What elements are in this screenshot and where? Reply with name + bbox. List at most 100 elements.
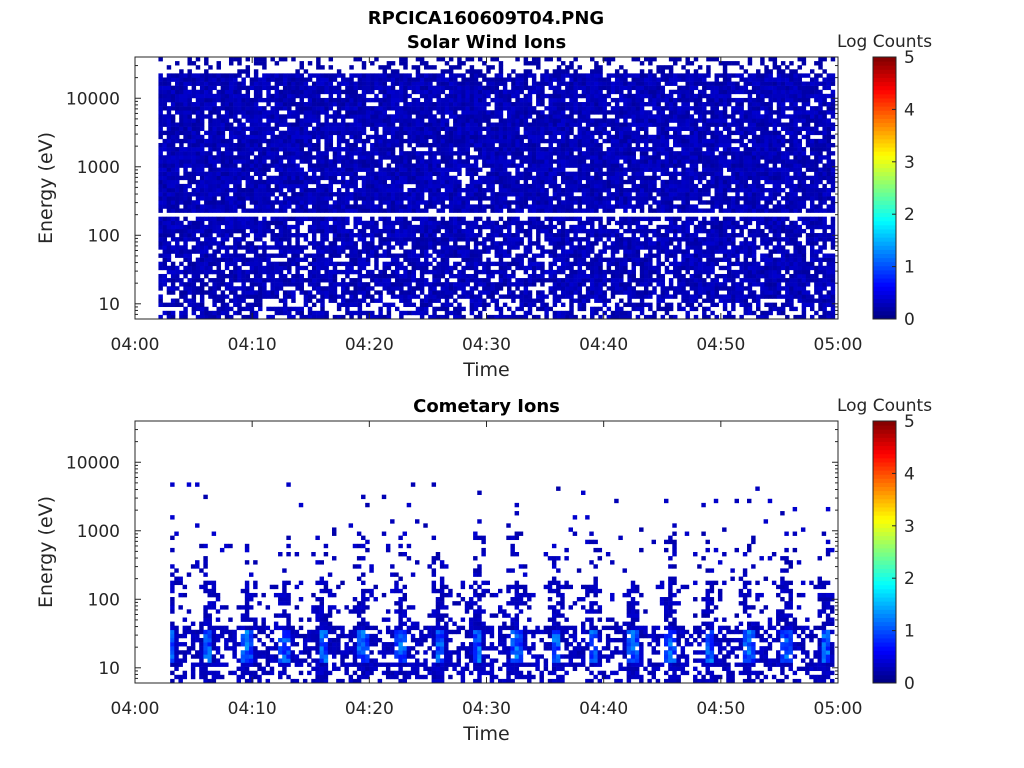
- spectrogram-cell: [336, 102, 342, 107]
- spectrogram-cell: [419, 224, 425, 230]
- spectrogram-cell: [212, 290, 217, 295]
- spectrogram-cell: [498, 159, 504, 164]
- spectrogram-cell: [270, 192, 275, 197]
- spectrogram-cell: [519, 204, 524, 209]
- spectrogram-cell: [336, 306, 342, 312]
- spectrogram-cell: [332, 298, 338, 303]
- spectrogram-cell: [394, 183, 400, 189]
- spectrogram-cell: [316, 118, 321, 123]
- spectrogram-cell: [440, 314, 446, 320]
- spectrogram-cell: [332, 208, 338, 213]
- spectrogram-cell: [328, 167, 334, 172]
- spectrogram-cell: [482, 97, 487, 103]
- spectrogram-cell: [204, 241, 209, 246]
- spectrogram-cell: [262, 200, 267, 205]
- spectrogram-cell: [199, 290, 205, 295]
- spectrogram-cell: [548, 175, 553, 181]
- spectrogram-cell: [374, 273, 379, 279]
- spectrogram-cell: [237, 85, 242, 91]
- spectrogram-cell: [428, 167, 433, 172]
- spectrogram-cell: [569, 302, 574, 308]
- spectrogram-cell: [502, 175, 508, 181]
- spectrogram-cell: [287, 265, 292, 271]
- spectrogram-cell: [515, 204, 520, 209]
- spectrogram-cell: [353, 159, 358, 164]
- spectrogram-cell: [199, 97, 205, 103]
- spectrogram-cell: [353, 147, 358, 152]
- spectrogram-cell: [183, 122, 188, 127]
- spectrogram-cell: [565, 273, 570, 279]
- spectrogram-cell: [453, 89, 458, 95]
- spectrogram-cell: [237, 253, 242, 258]
- spectrogram-cell: [411, 257, 417, 262]
- spectrogram-cell: [461, 216, 466, 222]
- spectrogram-cell: [249, 142, 255, 148]
- spectrogram-cell: [237, 155, 242, 160]
- spectrogram-cell: [432, 216, 437, 222]
- spectrogram-cell: [258, 97, 263, 103]
- spectrogram-cell: [440, 192, 446, 197]
- spectrogram-cell: [465, 134, 470, 140]
- spectrogram-cell: [374, 257, 379, 262]
- spectrogram-cell: [552, 233, 558, 238]
- spectrogram-cell: [440, 269, 446, 275]
- spectrogram-cell: [266, 97, 271, 103]
- spectrogram-cell: [507, 138, 512, 144]
- spectrogram-cell: [365, 175, 371, 181]
- spectrogram-cell: [419, 73, 425, 78]
- spectrogram-cell: [249, 77, 255, 82]
- spectrogram-cell: [560, 93, 566, 99]
- spectrogram-cell: [465, 69, 470, 74]
- spectrogram-cell: [191, 89, 197, 95]
- spectrogram-cell: [208, 167, 213, 172]
- spectrogram-cell: [328, 93, 334, 99]
- spectrogram-cell: [349, 257, 354, 262]
- spectrogram-cell: [548, 155, 553, 160]
- spectrogram-cell: [490, 65, 495, 70]
- spectrogram-cell: [560, 261, 566, 267]
- spectrogram-cell: [560, 204, 566, 209]
- spectrogram-cell: [316, 290, 321, 295]
- spectrogram-cell: [253, 73, 259, 78]
- spectrogram-cell: [560, 159, 566, 164]
- spectrogram-cell: [199, 224, 205, 230]
- spectrogram-cell: [511, 216, 516, 222]
- spectrogram-cell: [253, 126, 259, 131]
- spectrogram-cell: [224, 286, 230, 291]
- spectrogram-cell: [162, 183, 168, 189]
- spectrogram-cell: [490, 183, 495, 189]
- spectrogram-cell: [419, 179, 425, 185]
- spectrogram-cell: [399, 61, 404, 66]
- spectrogram-cell: [179, 85, 184, 91]
- spectrogram-cell: [531, 265, 537, 271]
- spectrogram-cell: [258, 269, 263, 275]
- spectrogram-cell: [544, 159, 549, 164]
- spectrogram-cell: [349, 142, 354, 148]
- spectrogram-cell: [179, 155, 184, 160]
- spectrogram-cell: [158, 142, 163, 148]
- spectrogram-cell: [407, 192, 412, 197]
- spectrogram-cell: [465, 114, 470, 119]
- spectrogram-cell: [270, 200, 275, 205]
- spectrogram-cell: [195, 245, 201, 250]
- spectrogram-cell: [187, 97, 192, 103]
- spectrogram-cell: [399, 171, 404, 177]
- spectrogram-cell: [287, 314, 292, 320]
- spectrogram-cell: [241, 122, 246, 127]
- spectrogram-cell: [394, 196, 400, 201]
- spectrogram-cell: [299, 93, 304, 99]
- spectrogram-cell: [170, 171, 176, 177]
- spectrogram-cell: [411, 310, 417, 316]
- spectrogram-cell: [565, 208, 570, 213]
- spectrogram-cell: [531, 253, 537, 258]
- spectrogram-cell: [560, 179, 566, 185]
- spectrogram-cell: [523, 200, 529, 205]
- spectrogram-cell: [216, 122, 221, 127]
- spectrogram-cell: [527, 61, 533, 66]
- spectrogram-cell: [399, 118, 404, 123]
- spectrogram-cell: [195, 228, 201, 234]
- spectrogram-cell: [224, 159, 230, 164]
- spectrogram-cell: [390, 118, 396, 123]
- spectrogram-cell: [378, 290, 383, 295]
- spectrogram-cell: [399, 126, 404, 131]
